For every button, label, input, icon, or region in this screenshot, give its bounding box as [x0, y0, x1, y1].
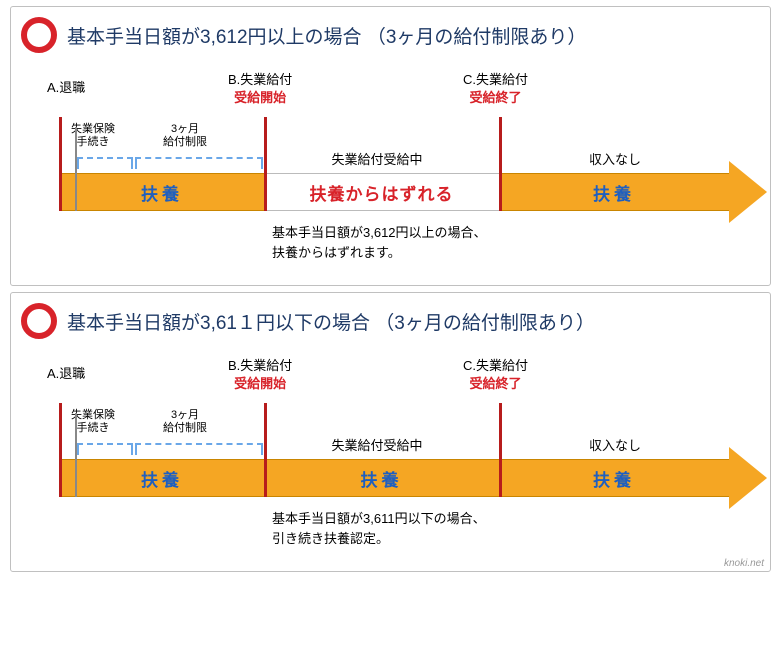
bracket-1: [77, 443, 133, 455]
small-1: 失業保険手続き: [71, 123, 115, 149]
phase-2: 失業給付受給中: [332, 149, 423, 168]
arrow-head-icon: [729, 161, 767, 223]
small-2: 3ヶ月給付制限: [163, 123, 207, 149]
event-C: C.失業給付受給終了: [463, 357, 528, 392]
bracket-2: [135, 443, 263, 455]
bracket-1: [77, 157, 133, 169]
event-A: A.退職: [47, 365, 85, 383]
panel-over-threshold: 基本手当日額が3,612円以上の場合 （3ヶ月の給付制限あり） A.退職 B.失…: [10, 6, 771, 286]
seg-3: 扶養: [499, 173, 729, 211]
note-text: 基本手当日額が3,612円以上の場合、扶養からはずれます。: [272, 223, 487, 262]
timeline-2: A.退職 B.失業給付受給開始 C.失業給付受給終了 失業保険手続き 3ヶ月給付…: [27, 357, 760, 557]
vline-B: [264, 403, 267, 497]
arrow-body: 扶養 扶養からはずれる 扶養: [59, 173, 729, 211]
circle-icon: [21, 17, 57, 53]
vline-s1: [75, 127, 77, 211]
event-C: C.失業給付受給終了: [463, 71, 528, 106]
phase-3: 収入なし: [589, 435, 641, 454]
phase-2: 失業給付受給中: [332, 435, 423, 454]
title-row: 基本手当日額が3,612円以上の場合 （3ヶ月の給付制限あり）: [21, 17, 760, 53]
vline-C: [499, 403, 502, 497]
event-B: B.失業給付受給開始: [228, 71, 292, 106]
bracket-2: [135, 157, 263, 169]
vline-B: [264, 117, 267, 211]
seg-2: 扶養からはずれる: [264, 173, 499, 211]
panel-title: 基本手当日額が3,61１円以下の場合 （3ヶ月の給付制限あり）: [67, 308, 595, 335]
timeline-1: A.退職 B.失業給付受給開始 C.失業給付受給終了 失業保険手続き 3ヶ月給付…: [27, 71, 760, 271]
phase-3: 収入なし: [589, 149, 641, 168]
vline-s1: [75, 413, 77, 497]
seg-3: 扶養: [499, 459, 729, 497]
seg-1: 扶養: [59, 459, 264, 497]
arrow-body: 扶養 扶養 扶養: [59, 459, 729, 497]
event-B: B.失業給付受給開始: [228, 357, 292, 392]
small-2: 3ヶ月給付制限: [163, 409, 207, 435]
panel-under-threshold: 基本手当日額が3,61１円以下の場合 （3ヶ月の給付制限あり） A.退職 B.失…: [10, 292, 771, 572]
arrow-head-icon: [729, 447, 767, 509]
vline-A: [59, 117, 62, 211]
vline-A: [59, 403, 62, 497]
watermark: knoki.net: [724, 558, 764, 569]
seg-2: 扶養: [264, 459, 499, 497]
seg-1: 扶養: [59, 173, 264, 211]
title-row: 基本手当日額が3,61１円以下の場合 （3ヶ月の給付制限あり）: [21, 303, 760, 339]
circle-icon: [21, 303, 57, 339]
small-1: 失業保険手続き: [71, 409, 115, 435]
panel-title: 基本手当日額が3,612円以上の場合 （3ヶ月の給付制限あり）: [67, 22, 586, 49]
event-A: A.退職: [47, 79, 85, 97]
note-text: 基本手当日額が3,611円以下の場合、引き続き扶養認定。: [272, 509, 486, 548]
vline-C: [499, 117, 502, 211]
